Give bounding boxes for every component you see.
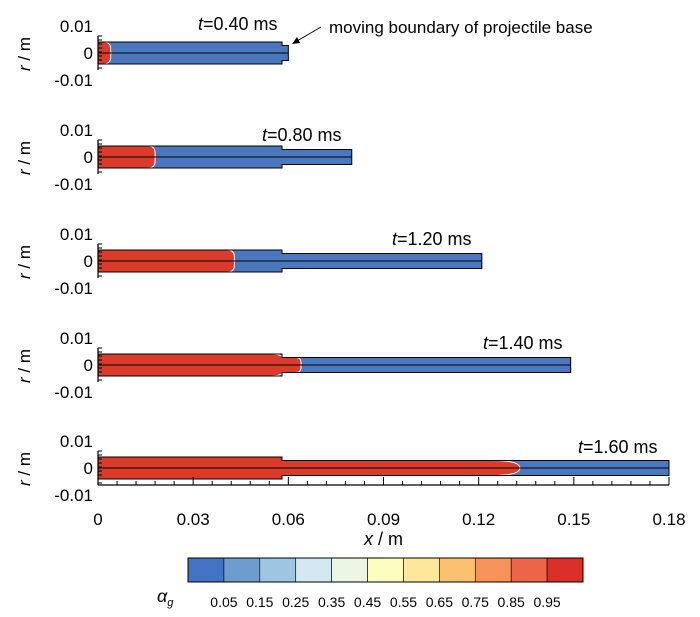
colorbar-swatch — [403, 557, 440, 583]
colorbar-label: 0.05 — [210, 594, 237, 610]
domain-outline — [97, 41, 289, 65]
domain-outline — [97, 456, 670, 480]
time-value: =1.60 ms — [583, 437, 658, 457]
y-tick-label: 0.01 — [60, 225, 93, 244]
colorbar-label: 0.65 — [426, 594, 453, 610]
x-tick-label: 0 — [93, 510, 102, 529]
panel-4: 0.01 0 -0.01 r / m t=1.40 ms — [15, 329, 572, 402]
colorbar-swatch — [546, 557, 584, 583]
time-label: t=1.40 ms — [483, 333, 563, 353]
colorbar-swatch — [223, 557, 261, 583]
y-tick-label: 0.01 — [60, 121, 93, 140]
y-axis-label: r / m — [15, 141, 34, 175]
y-tick-label: -0.01 — [54, 71, 93, 90]
time-symbol: t — [578, 437, 584, 457]
y-label-var: r — [15, 479, 34, 486]
y-tick-label: 0.01 — [60, 17, 93, 36]
time-label: t=0.80 ms — [262, 125, 342, 145]
time-value: =0.40 ms — [203, 14, 278, 34]
annotation-text: moving boundary of projectile base — [329, 18, 593, 37]
y-axis-label: r / m — [15, 245, 34, 279]
colorbar-label: 0.85 — [498, 594, 525, 610]
domain-outline — [97, 353, 572, 377]
colorbar-label: 0.95 — [533, 594, 560, 610]
x-tick-label: 0.06 — [272, 510, 305, 529]
y-axis-label: r / m — [15, 349, 34, 383]
colorbar-label: 0.15 — [246, 594, 273, 610]
y-axis-label: r / m — [15, 37, 34, 71]
time-value: =1.40 ms — [488, 333, 563, 353]
time-symbol: t — [198, 14, 204, 34]
domain-outline — [97, 145, 353, 169]
y-tick-label: 0 — [84, 459, 93, 478]
y-tick-label: 0 — [84, 356, 93, 375]
colorbar-label: 0.25 — [282, 594, 309, 610]
panel-2: 0.01 0 -0.01 r / m t=0.80 ms — [15, 121, 353, 194]
x-tick-label: 0.18 — [652, 510, 685, 529]
time-label: t=0.40 ms — [198, 14, 278, 34]
y-label-unit: / m — [15, 245, 34, 273]
colorbar-swatch — [259, 557, 297, 583]
x-tick-label: 0.03 — [177, 510, 210, 529]
time-label: t=1.60 ms — [578, 437, 658, 457]
y-label-var: r — [15, 272, 34, 279]
colorbar-swatch — [187, 557, 225, 583]
colorbar-swatch — [295, 557, 332, 583]
time-symbol: t — [392, 229, 398, 249]
y-tick-label: 0.01 — [60, 329, 93, 348]
y-tick-label: 0 — [84, 44, 93, 63]
colorbar-frame — [187, 557, 584, 583]
colorbar: 0.05 0.15 0.25 0.35 0.45 0.55 0.65 0.75 0.85 0.95 — [187, 557, 584, 610]
y-tick-label: -0.01 — [54, 383, 93, 402]
y-label-var: r — [15, 64, 34, 71]
y-tick-label: -0.01 — [54, 279, 93, 298]
time-symbol: t — [262, 125, 268, 145]
y-tick-label: -0.01 — [54, 175, 93, 194]
time-value: =0.80 ms — [267, 125, 342, 145]
y-label-unit: / m — [15, 452, 34, 480]
annotation-arrow-head — [292, 37, 300, 44]
y-label-unit: / m — [15, 349, 34, 377]
y-tick-label: -0.01 — [54, 486, 93, 505]
y-tick-label: 0.01 — [60, 432, 93, 451]
colorbar-label: 0.55 — [390, 594, 417, 610]
y-label-unit: / m — [15, 37, 34, 65]
y-label-var: r — [15, 168, 34, 175]
x-axis: 0 0.03 0.06 0.09 0.12 0.15 0.18 — [93, 477, 686, 529]
colorbar-swatch — [331, 557, 368, 583]
y-tick-label: 0 — [84, 148, 93, 167]
x-tick-label: 0.09 — [367, 510, 400, 529]
colorbar-swatch — [510, 557, 548, 583]
y-label-var: r — [15, 376, 34, 383]
x-tick-label: 0.15 — [557, 510, 590, 529]
colorbar-label: 0.75 — [462, 594, 489, 610]
colorbar-swatch — [474, 557, 512, 583]
panels: 0.010-0.01r / mt=0.40 ms0.010-0.01r / mt… — [15, 14, 670, 505]
panel-1: 0.01 0 -0.01 r / m t=0.40 ms — [15, 14, 289, 90]
colorbar-symbol: αg — [157, 586, 174, 609]
annotation-arrow — [296, 26, 322, 42]
time-label: t=1.20 ms — [392, 229, 472, 249]
colorbar-label: 0.35 — [318, 594, 345, 610]
panel-3: 0.01 0 -0.01 r / m t=1.20 ms — [15, 225, 483, 298]
time-symbol: t — [483, 333, 489, 353]
y-tick-label: 0 — [84, 252, 93, 271]
x-tick-label: 0.12 — [462, 510, 495, 529]
time-value: =1.20 ms — [397, 229, 472, 249]
y-axis-label: r / m — [15, 452, 34, 486]
colorbar-label: 0.45 — [354, 594, 381, 610]
panel-5: 0.01 0 -0.01 r / m t=1.60 ms — [15, 432, 670, 505]
colorbar-swatch — [439, 557, 476, 583]
domain-outline — [97, 249, 483, 273]
y-label-unit: / m — [15, 141, 34, 169]
colorbar-swatch — [367, 557, 404, 583]
x-axis-label: x / m — [363, 529, 403, 549]
